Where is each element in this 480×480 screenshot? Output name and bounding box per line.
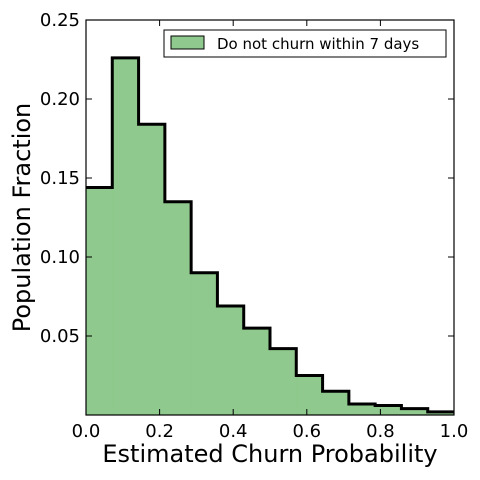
x-axis-title: Estimated Churn Probability	[102, 440, 437, 468]
y-tick-label: 0.25	[40, 10, 80, 31]
histogram-bar	[270, 349, 297, 415]
histogram-bar	[165, 202, 192, 415]
histogram-bar	[296, 376, 323, 416]
histogram-bar	[139, 124, 166, 415]
x-tick-label: 0.4	[219, 421, 248, 442]
y-tick-label: 0.10	[40, 247, 80, 268]
y-tick-label: 0.20	[40, 89, 80, 110]
x-tick-label: 0.8	[366, 421, 395, 442]
y-tick-label: 0.05	[40, 326, 80, 347]
y-tick-label: 0.15	[40, 168, 80, 189]
y-axis-title: Population Fraction	[8, 103, 36, 333]
histogram-bar	[191, 273, 218, 415]
x-tick-label: 0.2	[145, 421, 174, 442]
histogram-bar	[323, 391, 350, 415]
x-tick-label: 1.0	[440, 421, 469, 442]
legend-label: Do not churn within 7 days	[217, 35, 419, 53]
x-tick-label: 0.6	[292, 421, 321, 442]
histogram-bar	[349, 404, 376, 415]
histogram-bar	[112, 58, 139, 415]
histogram-bar	[86, 187, 113, 415]
legend-swatch	[171, 36, 204, 49]
histogram-bar	[217, 306, 244, 415]
x-tick-label: 0.0	[72, 421, 101, 442]
histogram-bars	[86, 58, 455, 415]
legend: Do not churn within 7 days	[164, 30, 446, 57]
histogram-bar	[244, 328, 271, 415]
